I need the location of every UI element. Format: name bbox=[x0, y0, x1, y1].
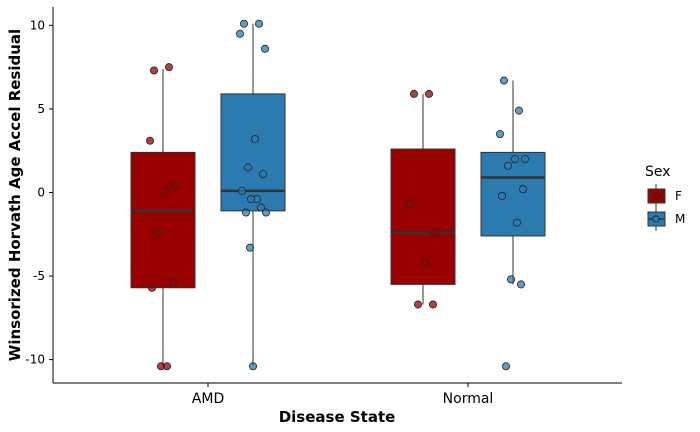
data-point bbox=[503, 161, 512, 170]
data-point bbox=[428, 300, 437, 309]
box-F-AMD bbox=[130, 63, 196, 371]
data-point bbox=[424, 89, 433, 98]
data-point bbox=[519, 185, 528, 194]
data-point bbox=[145, 136, 154, 145]
y-tick-label: 10 bbox=[30, 18, 45, 32]
data-point bbox=[243, 163, 252, 172]
y-tick-label: -5 bbox=[33, 269, 45, 283]
x-axis-title: Disease State bbox=[279, 408, 396, 426]
data-point bbox=[258, 170, 267, 179]
data-point bbox=[510, 155, 519, 164]
box-body bbox=[480, 151, 546, 237]
data-point bbox=[239, 19, 248, 28]
y-axis-title: Winsorized Horvath Age Accel Residual bbox=[6, 29, 24, 361]
box-F-Normal bbox=[390, 89, 456, 309]
box-body bbox=[220, 93, 286, 212]
data-point bbox=[515, 106, 524, 115]
x-tick-label: AMD bbox=[192, 391, 224, 407]
data-point bbox=[254, 19, 263, 28]
data-point bbox=[250, 135, 259, 144]
box-M-Normal bbox=[480, 76, 546, 371]
data-point bbox=[235, 29, 244, 38]
data-point bbox=[147, 283, 156, 292]
data-point bbox=[241, 208, 250, 217]
y-tick-label: 0 bbox=[37, 185, 45, 199]
data-point bbox=[495, 130, 504, 139]
y-tick-label: 5 bbox=[37, 102, 45, 116]
data-point bbox=[160, 186, 169, 195]
data-point bbox=[256, 203, 265, 212]
axes: Disease State Winsorized Horvath Age Acc… bbox=[6, 7, 622, 426]
y-tick-label: -10 bbox=[25, 353, 45, 367]
legend-title: Sex bbox=[645, 164, 671, 180]
data-point bbox=[260, 44, 269, 53]
data-point bbox=[164, 63, 173, 72]
legend-label: F bbox=[675, 189, 682, 203]
data-point bbox=[506, 275, 515, 284]
data-point bbox=[430, 228, 439, 237]
data-point bbox=[501, 362, 510, 371]
data-point bbox=[409, 89, 418, 98]
data-point bbox=[513, 218, 522, 227]
plot-area bbox=[130, 19, 546, 371]
data-point bbox=[413, 300, 422, 309]
data-point bbox=[248, 362, 257, 371]
data-point bbox=[521, 155, 530, 164]
x-tick-label: Normal bbox=[443, 391, 494, 407]
legend-key-point bbox=[652, 192, 660, 200]
data-point bbox=[497, 191, 506, 200]
data-point bbox=[405, 200, 414, 209]
data-point bbox=[237, 186, 246, 195]
data-point bbox=[156, 362, 165, 371]
data-point bbox=[149, 66, 158, 75]
box-M-AMD bbox=[220, 19, 286, 371]
data-point bbox=[420, 258, 429, 267]
legend: Sex FM bbox=[645, 164, 685, 231]
data-point bbox=[153, 228, 162, 237]
data-point bbox=[245, 243, 254, 252]
legend-label: M bbox=[675, 212, 685, 226]
data-point bbox=[517, 280, 526, 289]
legend-key-point bbox=[652, 215, 660, 223]
legend-entry-F: F bbox=[647, 184, 682, 208]
data-point bbox=[246, 195, 255, 204]
box-body bbox=[130, 151, 196, 289]
legend-entry-M: M bbox=[647, 207, 685, 231]
data-point bbox=[261, 208, 270, 217]
data-point bbox=[170, 181, 179, 190]
data-point bbox=[499, 76, 508, 85]
data-point bbox=[168, 278, 177, 287]
